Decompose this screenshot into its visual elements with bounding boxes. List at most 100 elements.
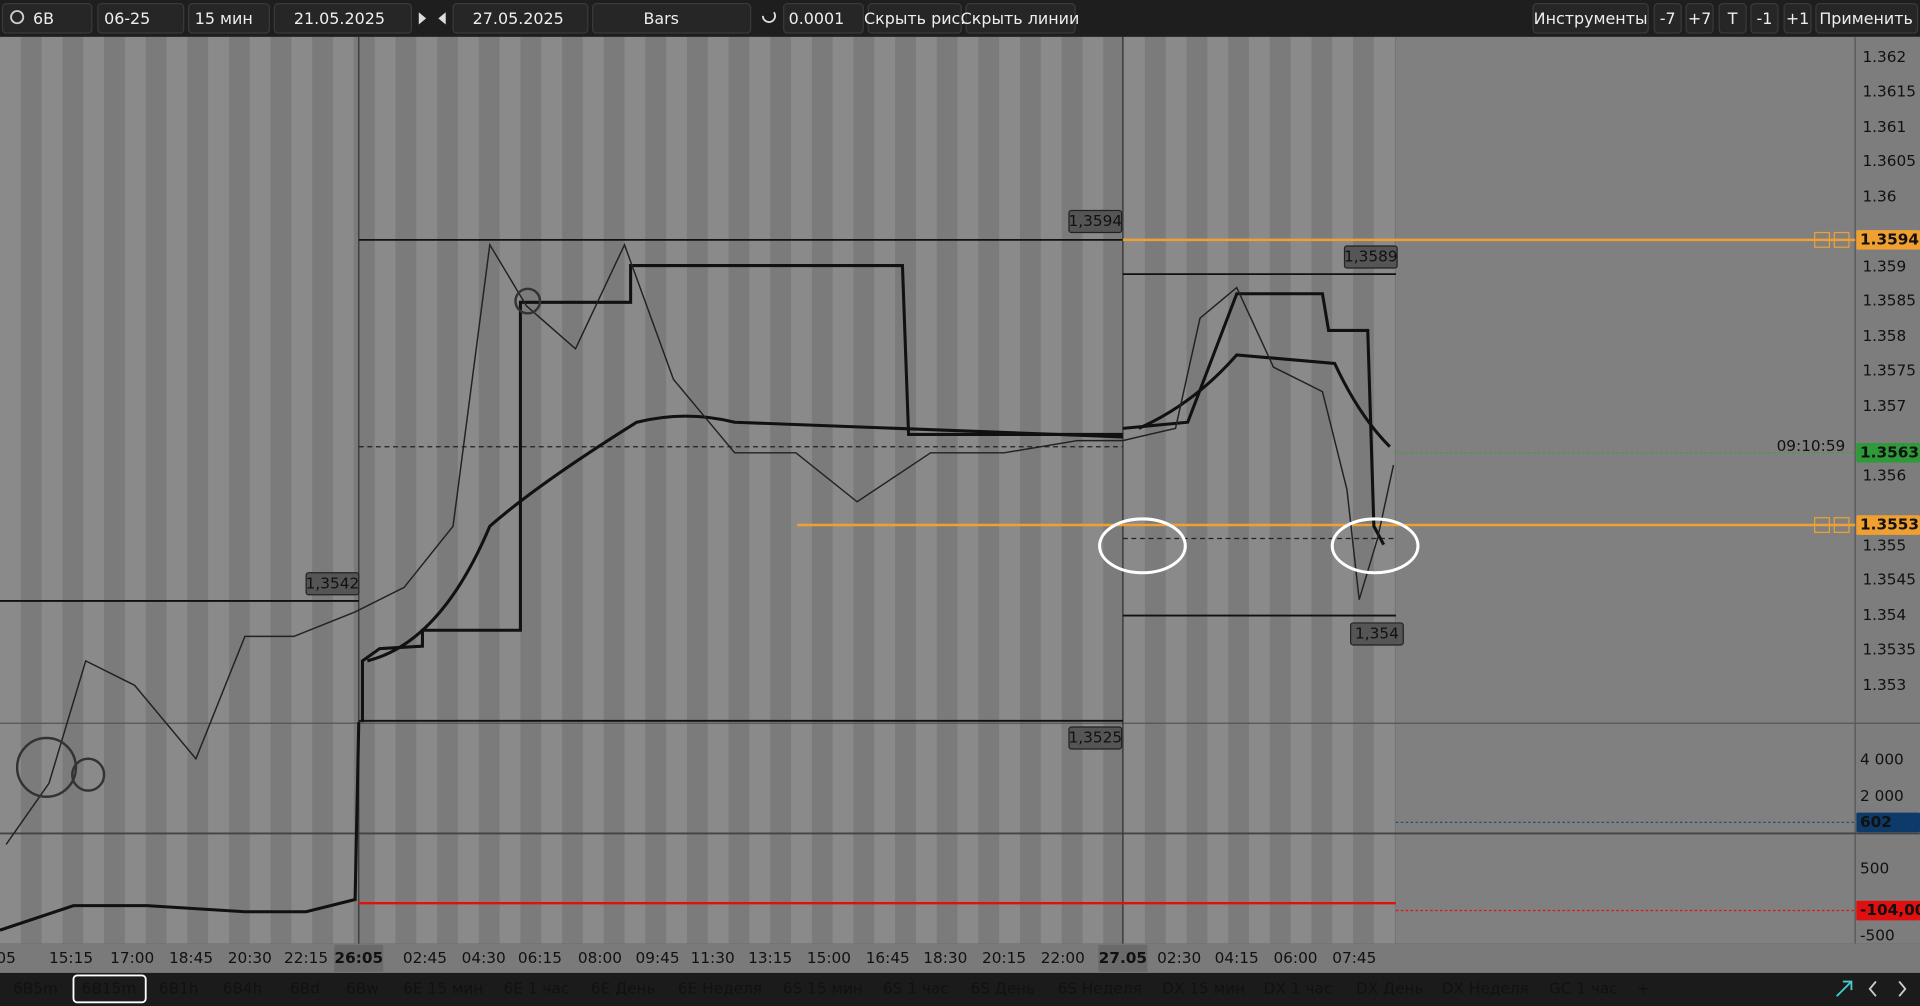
shift-button-box[interactable]	[1750, 3, 1779, 34]
level-price: 1.3553	[1860, 516, 1919, 534]
tab[interactable]: 6Bw	[346, 979, 379, 997]
chart-type-select-box[interactable]	[592, 3, 752, 34]
time-label: 08:00	[578, 949, 622, 967]
tab[interactable]: 6S 15 мин	[783, 979, 863, 997]
shift-button[interactable]: +7	[1688, 9, 1711, 28]
time-label: 04:15	[1215, 949, 1259, 967]
tab[interactable]: 6S Неделя	[1057, 979, 1141, 997]
tools-button[interactable]: Инструменты	[1534, 9, 1648, 28]
symbol-input-box[interactable]	[1, 3, 93, 34]
tools-button-box[interactable]	[1532, 3, 1649, 34]
price-label: 1.361	[1862, 118, 1906, 136]
expand-icon[interactable]	[1836, 980, 1853, 997]
date-to-box[interactable]	[452, 3, 589, 34]
search-icon	[10, 10, 25, 25]
hide-lines-button-box[interactable]	[965, 3, 1076, 34]
shift-button[interactable]: -1	[1757, 9, 1773, 28]
time-label: 16:45	[866, 949, 910, 967]
chart-type-select[interactable]: Bars	[643, 9, 679, 28]
contract-select-box[interactable]	[97, 3, 185, 34]
shift-button-box[interactable]	[1718, 3, 1747, 34]
time-axis-bg	[0, 943, 1920, 973]
selected-tab[interactable]	[72, 974, 147, 1004]
apply-button[interactable]: Применить	[1819, 9, 1913, 28]
session-label-bg	[334, 944, 384, 972]
date-from[interactable]: 21.05.2025	[294, 9, 385, 28]
play-button[interactable]	[418, 12, 427, 25]
time-label: 20:30	[228, 949, 272, 967]
time-label: 02:30	[1157, 949, 1201, 967]
tab[interactable]: GC 1 час	[1549, 979, 1618, 997]
tab[interactable]: 6B15m	[82, 979, 137, 997]
tab[interactable]: 6B1h	[159, 979, 199, 997]
level-label: 1,354	[1355, 624, 1399, 642]
volume-current-bg	[1856, 812, 1920, 833]
delta-label: -500	[1860, 927, 1895, 945]
tick-size-input-box[interactable]	[783, 3, 864, 34]
price-label: 1.357	[1862, 397, 1906, 415]
nav-prev[interactable]	[1868, 980, 1877, 997]
axes: 1.362 1.3615 1.361 1.3605 1.36 1.359 1.3585 1.3…	[0, 48, 1920, 972]
price-label: 1.356	[1862, 467, 1906, 485]
time-label: 18:45	[169, 949, 213, 967]
date-from-box[interactable]	[273, 3, 413, 34]
volume-current: 602	[1860, 813, 1892, 831]
tab[interactable]: DX 15 мин	[1162, 979, 1245, 997]
level-handle[interactable]	[1833, 517, 1850, 533]
level-handle[interactable]	[1814, 231, 1830, 248]
delta-label: 500	[1860, 859, 1889, 877]
tab[interactable]: 6E 1 час	[503, 979, 569, 997]
level-label: 1,3594	[1069, 212, 1123, 230]
hide-drawings-button-box[interactable]	[867, 3, 962, 34]
delta-current: -104,000	[1860, 901, 1920, 919]
level-label-bg	[1350, 622, 1404, 646]
current-price-bg	[1856, 443, 1920, 463]
contract-select[interactable]: 06-25	[104, 9, 150, 28]
shift-button[interactable]: T	[1727, 9, 1738, 28]
nav-next[interactable]	[1898, 980, 1907, 997]
back-button[interactable]	[438, 12, 446, 25]
tabs: 6B5m 6B15m 6B1h 6B4h 6Bd 6Bw 6E 15 мин 6E 1 час…	[13, 974, 1907, 1004]
level-label-bg	[1068, 726, 1123, 750]
price-label: 1.3605	[1862, 152, 1916, 170]
tab[interactable]: 6E День	[591, 979, 656, 997]
shift-button-box[interactable]	[1653, 3, 1682, 34]
shift-button[interactable]: -7	[1660, 9, 1676, 28]
shift-button-box[interactable]	[1783, 3, 1812, 34]
tab[interactable]: 6S День	[971, 979, 1036, 997]
apply-button-box[interactable]	[1815, 3, 1919, 34]
tab[interactable]: 6E Неделя	[678, 979, 762, 997]
timeframe-select-box[interactable]	[187, 3, 270, 34]
tab[interactable]: 6S 1 час	[883, 979, 949, 997]
tab[interactable]: DX 1 час	[1264, 979, 1333, 997]
level-price: 1.3594	[1860, 230, 1919, 248]
time-label: 06:15	[518, 949, 562, 967]
price-label: 1.3585	[1862, 292, 1916, 310]
hide-lines-button[interactable]: Скрыть линии	[961, 9, 1080, 28]
hide-drawings-button[interactable]: Скрыть рис.	[864, 9, 965, 28]
date-to[interactable]: 27.05.2025	[473, 9, 564, 28]
price-label: 1.358	[1862, 327, 1906, 345]
price-label: 1.354	[1862, 606, 1906, 624]
tab[interactable]: DX День	[1356, 979, 1424, 997]
level-handle[interactable]	[1814, 517, 1830, 533]
timeframe-select[interactable]: 15 мин	[195, 9, 253, 28]
tab[interactable]: +	[1637, 979, 1650, 997]
refresh-icon[interactable]	[761, 11, 777, 23]
tab[interactable]: 6B4h	[223, 979, 263, 997]
session-label-bg	[1098, 944, 1148, 972]
price-label: 1.355	[1862, 536, 1906, 554]
level-handle[interactable]	[1833, 231, 1850, 248]
tab[interactable]: 6Bd	[290, 979, 320, 997]
tab[interactable]: 6E 15 мин	[403, 979, 483, 997]
shift-button-box[interactable]	[1685, 3, 1714, 34]
price-label: 1.3545	[1862, 571, 1916, 589]
shift-button[interactable]: +1	[1786, 9, 1809, 28]
tab[interactable]: 6B5m	[13, 979, 58, 997]
time-label: 22:15	[284, 949, 328, 967]
tab[interactable]: DX Неделя	[1442, 979, 1529, 997]
symbol-input[interactable]: 6B	[33, 9, 54, 28]
level-label: 1,3525	[1069, 728, 1123, 746]
tick-size-input[interactable]: 0.0001	[789, 9, 845, 28]
